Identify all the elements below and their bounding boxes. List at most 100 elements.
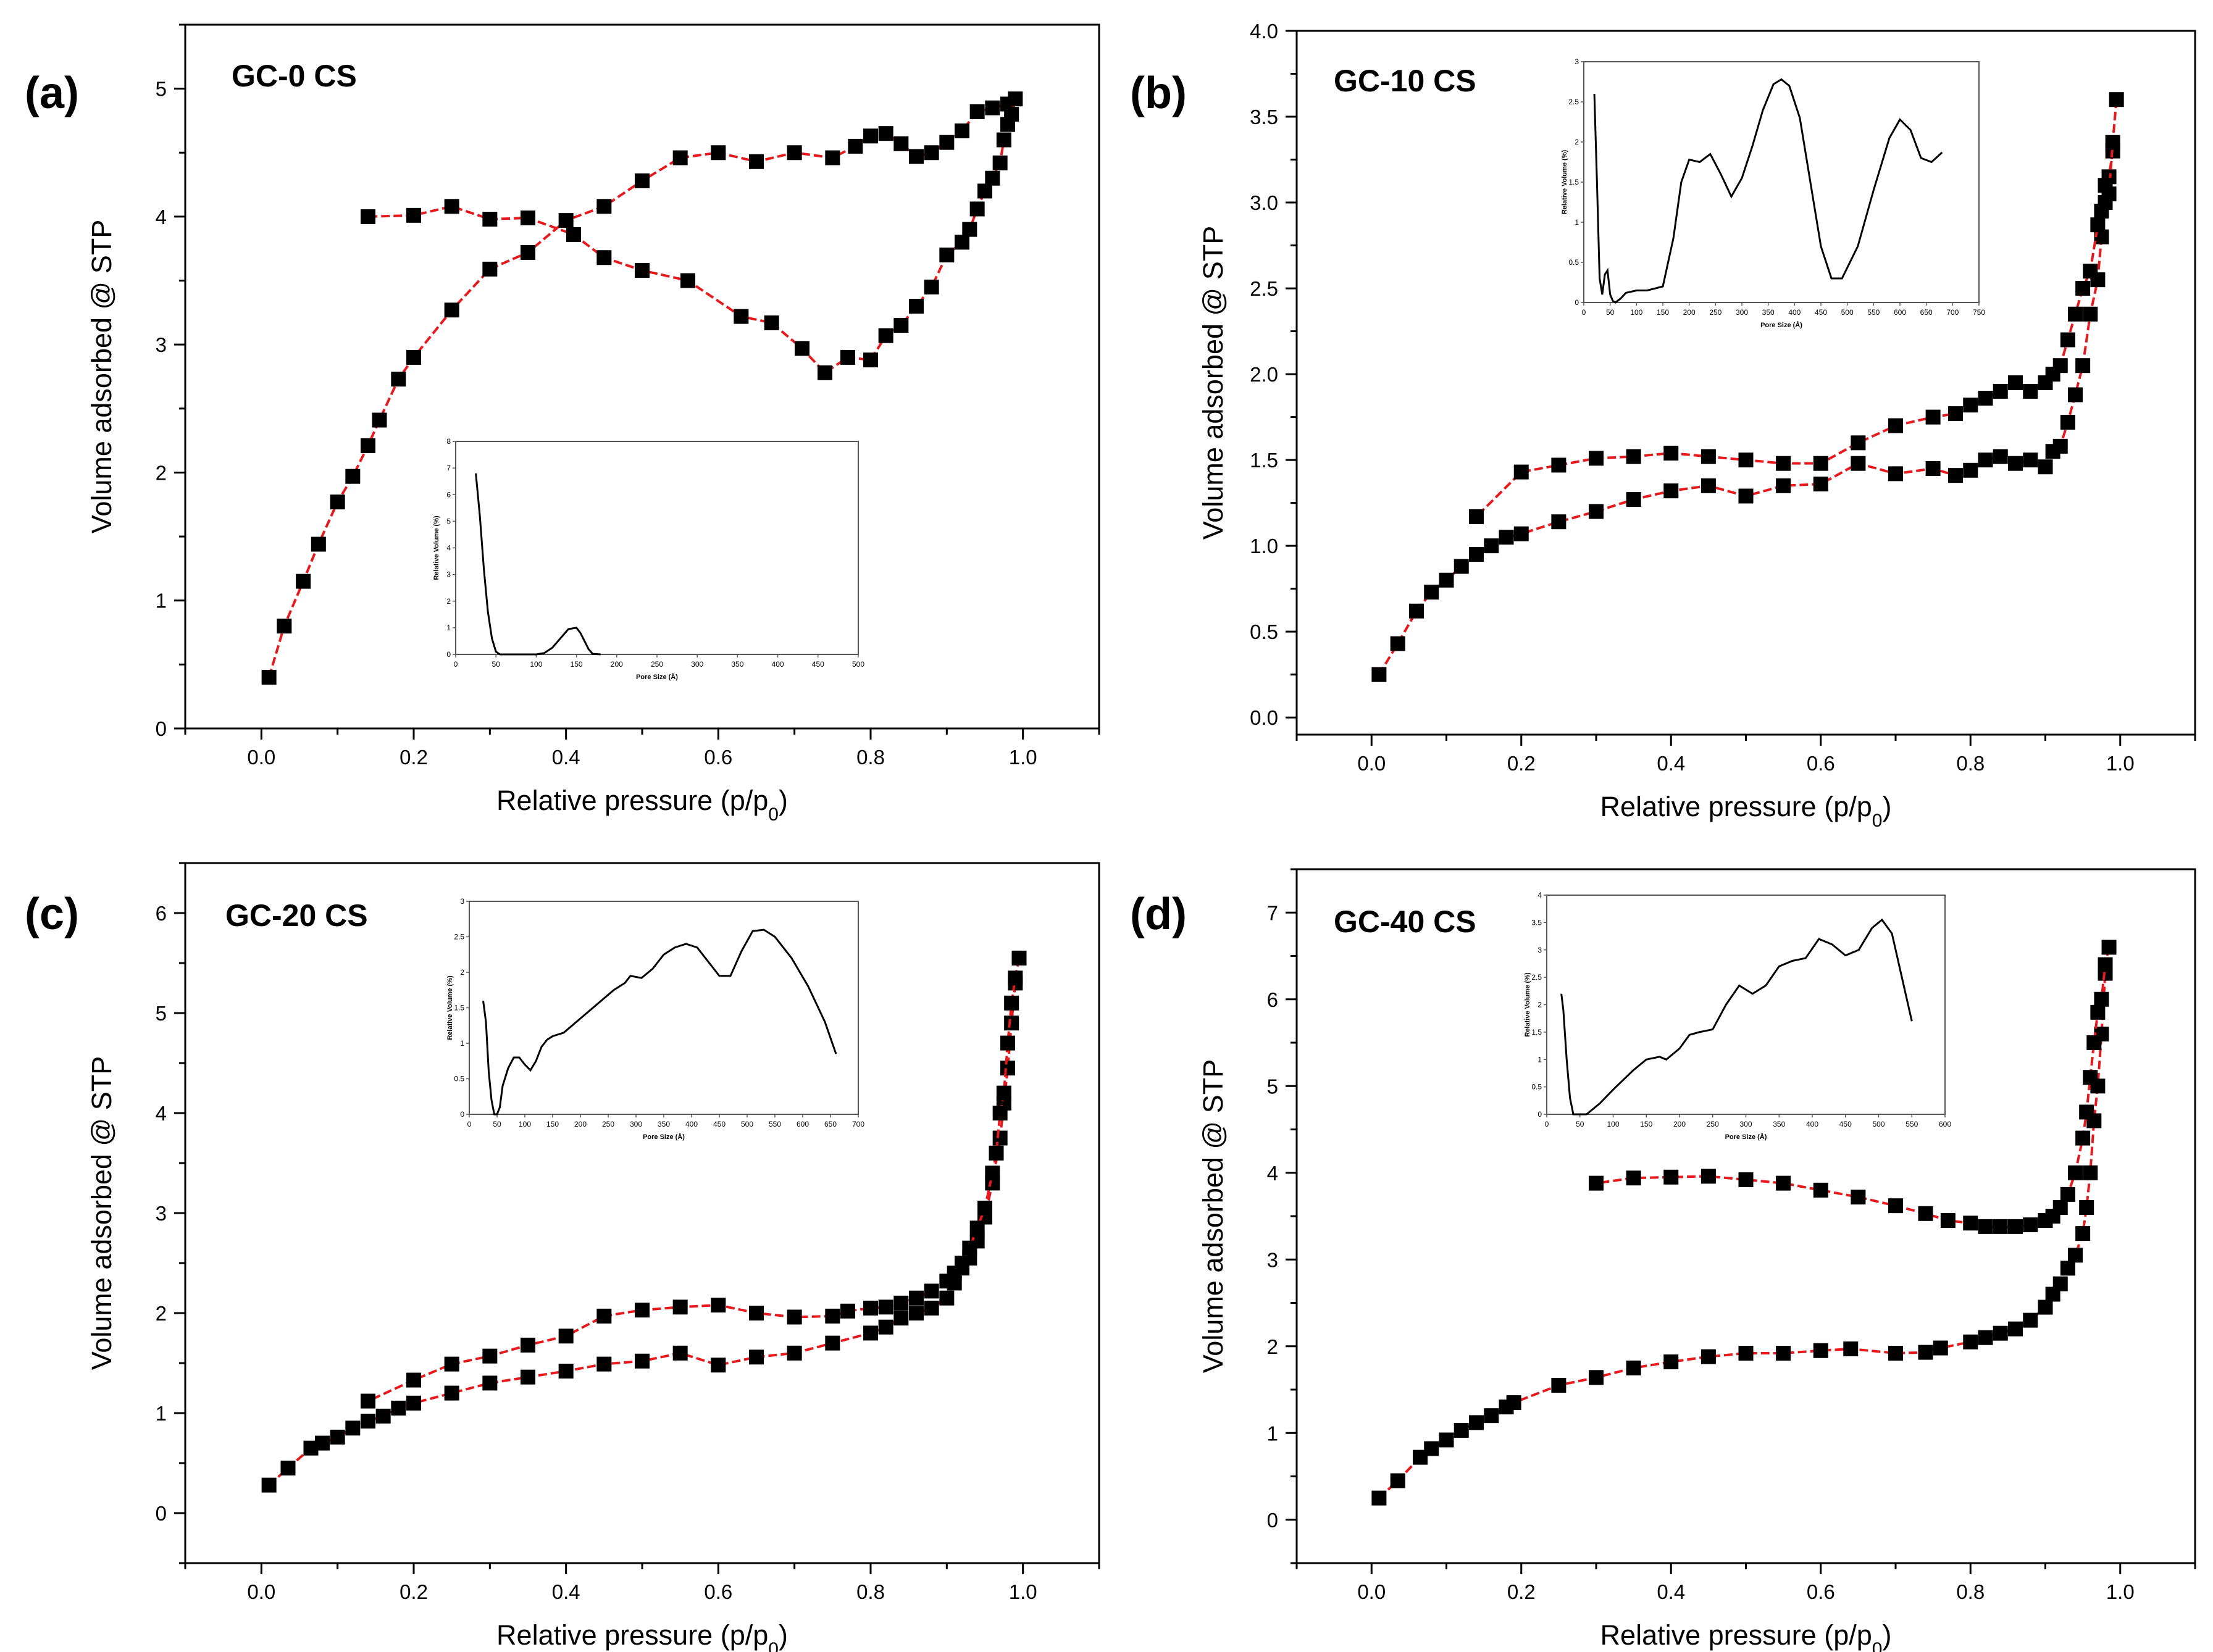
data-point	[1589, 1370, 1604, 1385]
inset-y-tick-label: 0.5	[1568, 258, 1579, 267]
y-tick-label: 2.0	[1250, 363, 1278, 386]
y-tick-label: 6	[1267, 988, 1278, 1011]
inset-x-tick-label: 500	[1872, 1120, 1885, 1128]
data-point	[1551, 514, 1567, 530]
data-point	[818, 365, 832, 380]
data-point	[330, 494, 345, 510]
data-point	[840, 1303, 855, 1319]
data-point	[521, 244, 535, 260]
inset-y-tick-label: 1	[460, 1039, 464, 1048]
data-point	[924, 1283, 939, 1299]
inset-x-tick-label: 0	[454, 660, 458, 669]
inset-x-tick-label: 0	[1582, 308, 1586, 317]
y-tick-label: 2	[156, 1302, 167, 1325]
y-tick-label: 2	[1267, 1335, 1278, 1358]
data-point	[1626, 1360, 1641, 1375]
inset-y-axis-title: Relative Volume (%)	[433, 515, 440, 580]
data-point	[1424, 585, 1439, 600]
data-point	[361, 438, 375, 453]
data-point	[1454, 559, 1469, 574]
data-point	[985, 100, 1000, 115]
data-point	[878, 1319, 893, 1335]
data-point	[2109, 92, 2124, 107]
data-point	[1948, 468, 1963, 483]
sample-name: GC-40 CS	[1334, 904, 1476, 939]
data-point	[1993, 449, 2008, 464]
data-point	[635, 1303, 650, 1318]
data-point	[969, 201, 985, 217]
data-point	[1993, 383, 2008, 399]
inset-y-tick-label: 7	[446, 464, 451, 472]
data-point	[2098, 178, 2113, 193]
y-axis-title: Volume adsorbed @ STP	[86, 220, 117, 533]
inset-x-tick-label: 150	[1657, 308, 1669, 317]
data-point	[1813, 1182, 1828, 1198]
data-point	[296, 574, 311, 589]
panel-a: (a) GC-0 CS 0.0 0.2 0.4 0.6 0.8 1.0 0 1 2 3 4 5 Relati…	[25, 23, 1100, 825]
x-tick-label: 0.8	[856, 1580, 885, 1603]
y-tick-label: 1.0	[1250, 535, 1278, 557]
data-point	[444, 302, 459, 318]
data-point	[962, 222, 977, 237]
data-point	[1000, 117, 1015, 132]
data-point	[1963, 462, 1978, 478]
data-point	[2023, 1312, 2038, 1328]
inset-x-tick-label: 100	[519, 1120, 531, 1128]
inset-x-tick-label: 50	[492, 660, 501, 669]
data-point	[996, 1085, 1011, 1101]
data-point	[558, 1329, 574, 1344]
data-point	[2086, 1035, 2102, 1050]
inset-x-tick-label: 450	[713, 1120, 726, 1128]
inset-y-tick-label: 1.5	[1568, 178, 1579, 186]
data-point	[558, 213, 574, 228]
x-tick-label: 0.8	[1956, 752, 1985, 775]
data-point	[764, 315, 779, 330]
sample-name: GC-0 CS	[232, 59, 357, 93]
inset-y-tick-label: 6	[446, 490, 451, 499]
data-point	[825, 150, 840, 165]
inset-x-tick-label: 200	[574, 1120, 587, 1128]
data-point	[1925, 461, 1941, 477]
panel-b: (b) GC-10 CS 0.0 0.2 0.4 0.6 0.8 1.0 0.0 0.5 1.0 1.…	[1130, 20, 2196, 831]
y-tick-label: 6	[156, 902, 167, 925]
data-point	[2008, 1219, 2023, 1234]
data-point	[1390, 1473, 1405, 1488]
inset-x-tick-label: 150	[546, 1120, 559, 1128]
inset-y-tick-label: 1	[446, 624, 451, 632]
data-point	[361, 1393, 375, 1409]
inset-pore-size-curve	[1593, 78, 1943, 304]
sample-name: GC-10 CS	[1334, 64, 1476, 98]
data-point	[1004, 995, 1019, 1011]
data-point	[672, 150, 688, 165]
y-tick-label: 0	[156, 1502, 167, 1525]
data-point	[406, 349, 421, 365]
data-point	[2094, 203, 2109, 219]
data-point	[1851, 1190, 1866, 1205]
inset-x-tick-label: 750	[1973, 308, 1985, 317]
data-point	[787, 1345, 802, 1361]
inset-y-tick-label: 3	[460, 897, 464, 906]
data-point	[1776, 1175, 1791, 1191]
inset-pore-size-curve	[482, 928, 837, 1116]
y-tick-label: 0.0	[1250, 706, 1278, 729]
y-tick-label: 1	[156, 1402, 167, 1425]
x-tick-label: 0.0	[1357, 1580, 1386, 1603]
series-desorption	[1469, 92, 2124, 524]
x-tick-label: 0.0	[247, 746, 275, 769]
y-tick-label: 3	[156, 1202, 167, 1225]
inset-y-tick-label: 1.5	[454, 1004, 464, 1012]
data-point	[909, 299, 924, 314]
data-point	[840, 349, 855, 365]
data-point	[1626, 449, 1641, 464]
data-point	[375, 1408, 391, 1424]
inset: 0 50 100 150 200 250 300 350 400 450 500 550 600 650 7…	[445, 895, 871, 1151]
x-tick-label: 0.0	[247, 1580, 275, 1603]
data-point	[2038, 375, 2053, 390]
inset-y-tick-label: 8	[446, 437, 451, 446]
data-point	[1499, 530, 1514, 545]
data-point	[521, 1337, 535, 1353]
inset-frame	[455, 441, 859, 655]
data-point	[1513, 526, 1529, 541]
x-axis-title: Relative pressure (p/p0)	[1600, 1619, 1892, 1652]
